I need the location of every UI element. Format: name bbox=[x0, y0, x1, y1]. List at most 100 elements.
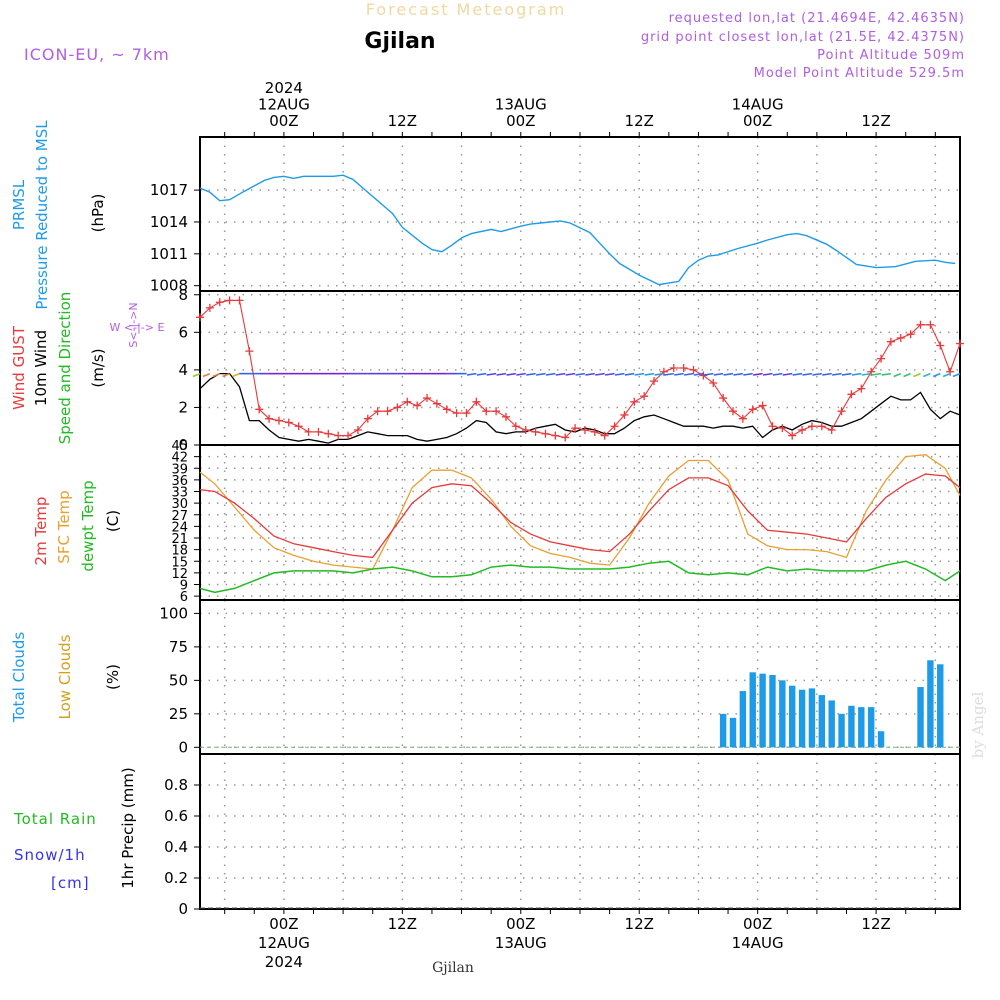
gust-marker bbox=[709, 379, 718, 388]
y-tick-label: 0 bbox=[178, 738, 188, 756]
gust-marker bbox=[650, 377, 659, 386]
gust-marker bbox=[442, 405, 451, 414]
label-t2m: 2m Temp bbox=[32, 497, 50, 566]
label-prmsl: PRMSL bbox=[10, 179, 28, 230]
wind-arrow bbox=[822, 372, 832, 376]
gust-marker bbox=[235, 296, 244, 305]
station-title: Gjilan bbox=[364, 29, 435, 54]
sfc-temp-line bbox=[199, 454, 961, 570]
gust-marker bbox=[413, 401, 422, 410]
x-label-bottom: 2024 bbox=[265, 953, 303, 971]
y-tick-label: 2 bbox=[178, 398, 188, 416]
y-tick-label: 75 bbox=[169, 638, 188, 656]
x-label-top: 13AUG bbox=[495, 96, 547, 114]
cloud-bar bbox=[789, 685, 796, 748]
wind-arrow bbox=[232, 372, 240, 378]
wind-arrow bbox=[683, 372, 694, 376]
wind10-line bbox=[199, 372, 961, 444]
wind-arrow bbox=[832, 372, 842, 376]
y-tick-label: 1011 bbox=[150, 245, 188, 263]
gust-marker bbox=[353, 425, 362, 434]
label-total-clouds: Total Clouds bbox=[10, 632, 28, 724]
gust-marker bbox=[501, 412, 510, 421]
title-top: Forecast Meteogram bbox=[366, 0, 566, 19]
wind-arrow bbox=[605, 372, 615, 376]
gust-marker bbox=[274, 416, 283, 425]
compass-ns: S<-|->N bbox=[127, 302, 140, 347]
wind-arrow bbox=[743, 372, 753, 376]
label-dewpt: dewpt Temp bbox=[79, 480, 97, 571]
y-tick-label: 36 bbox=[171, 474, 188, 489]
gust-marker bbox=[748, 405, 757, 414]
wind-arrow bbox=[192, 372, 201, 378]
x-label-bottom: 00Z bbox=[269, 915, 298, 933]
gust-marker bbox=[630, 397, 639, 406]
y-tick-label: 24 bbox=[171, 520, 188, 535]
gust-marker bbox=[640, 392, 649, 401]
gust-marker bbox=[956, 339, 964, 348]
wind-arrow bbox=[555, 372, 566, 376]
wind-arrow bbox=[575, 372, 586, 376]
gust-marker bbox=[423, 394, 432, 403]
wind-arrow bbox=[753, 372, 763, 376]
wind-arrow bbox=[802, 372, 813, 376]
y-tick-label: 50 bbox=[169, 671, 188, 689]
wind-arrow bbox=[812, 372, 822, 376]
gust-marker bbox=[205, 303, 214, 312]
y-tick-label: 1017 bbox=[150, 181, 188, 199]
gust-marker bbox=[877, 354, 886, 363]
cloud-bar bbox=[779, 680, 786, 748]
gust-marker bbox=[689, 365, 698, 374]
y-tick-label: 6 bbox=[180, 590, 188, 605]
wind-arrow bbox=[496, 372, 507, 376]
gust-marker bbox=[699, 371, 708, 380]
gust-marker bbox=[531, 427, 540, 436]
gust-marker bbox=[847, 390, 856, 399]
gust-marker bbox=[906, 330, 915, 339]
x-label-top: 00Z bbox=[743, 112, 772, 130]
label-c: (C) bbox=[104, 510, 122, 532]
wind-arrow bbox=[871, 372, 882, 376]
gust-marker bbox=[245, 347, 254, 356]
label-ms: (m/s) bbox=[89, 348, 107, 387]
y-tick-label: 27 bbox=[171, 509, 188, 524]
y-tick-label: 4 bbox=[178, 361, 188, 379]
gust-marker bbox=[679, 364, 688, 372]
gust-marker bbox=[294, 422, 303, 431]
cloud-bar bbox=[729, 717, 737, 748]
t2m-line bbox=[199, 473, 961, 559]
gust-marker bbox=[541, 429, 550, 438]
gust-marker bbox=[452, 409, 461, 418]
gust-marker bbox=[669, 364, 678, 372]
dewpt-line bbox=[199, 560, 961, 594]
label-gust: Wind GUST bbox=[10, 325, 28, 410]
wind-arrow bbox=[703, 372, 714, 376]
y-tick-label: 8 bbox=[178, 286, 188, 304]
wind-arrow bbox=[792, 372, 803, 376]
y-tick-label: 33 bbox=[171, 486, 188, 501]
wind-arrow bbox=[713, 372, 724, 376]
y-tick-label: 30 bbox=[171, 497, 188, 512]
cloud-bar bbox=[838, 713, 845, 748]
gust-marker bbox=[432, 399, 441, 408]
wind-arrow bbox=[526, 372, 536, 376]
footer-station: Gjilan bbox=[432, 960, 474, 976]
wind-arrow bbox=[762, 372, 773, 376]
x-label-top: 2024 bbox=[265, 79, 303, 97]
y-tick-label: 45 bbox=[171, 439, 188, 454]
wind-arrow bbox=[952, 372, 961, 378]
x-label-top: 12Z bbox=[625, 112, 654, 130]
gust-marker bbox=[728, 407, 737, 416]
gust-marker bbox=[886, 337, 895, 346]
wind-arrow bbox=[861, 372, 872, 376]
x-label-bottom: 12AUG bbox=[258, 934, 310, 952]
cloud-bar bbox=[739, 691, 747, 748]
wind-arrow bbox=[693, 372, 704, 376]
cloud-bar bbox=[858, 707, 865, 748]
gust-marker bbox=[482, 407, 491, 416]
gust-marker bbox=[462, 409, 471, 418]
wind-arrow bbox=[893, 372, 902, 378]
label-pct: (%) bbox=[104, 664, 122, 690]
wind-arrow bbox=[565, 372, 576, 376]
